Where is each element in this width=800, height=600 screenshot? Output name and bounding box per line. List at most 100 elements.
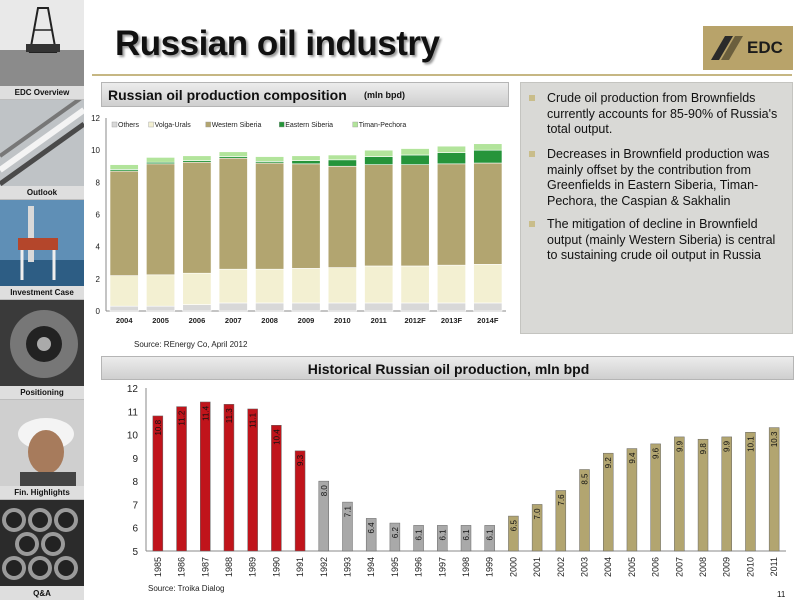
bar-segment-others bbox=[400, 302, 430, 312]
bar bbox=[531, 504, 543, 552]
x-tick-label: 2008 bbox=[698, 557, 708, 577]
sidebar-item-edc-overview[interactable]: EDC Overview bbox=[0, 0, 84, 100]
composition-chart-source: Source: REnergy Co, April 2012 bbox=[134, 340, 248, 349]
data-label: 11.3 bbox=[225, 408, 234, 424]
bar bbox=[721, 436, 732, 552]
x-tick-label: 2008 bbox=[261, 316, 278, 325]
legend-label: Others bbox=[118, 122, 140, 129]
composition-chart-header: Russian oil production composition (mln … bbox=[101, 82, 509, 107]
bar bbox=[437, 525, 448, 552]
bar-segment-timan-pechora bbox=[109, 164, 139, 170]
data-label: 8.0 bbox=[320, 485, 329, 497]
x-tick-label: 1998 bbox=[461, 557, 471, 577]
bar-segment-western-siberia bbox=[255, 162, 285, 270]
y-tick-label: 11 bbox=[128, 407, 139, 418]
historical-chart-header: Historical Russian oil production, mln b… bbox=[101, 356, 794, 380]
sidebar-item-outlook[interactable]: Outlook bbox=[0, 100, 84, 200]
bar-segment-eastern-siberia bbox=[291, 160, 321, 165]
bar-segment-others bbox=[146, 305, 176, 312]
key-point-text: The mitigation of decline in Brownfield … bbox=[547, 217, 776, 262]
x-tick-label: 1999 bbox=[485, 557, 495, 577]
y-tick-label: 8 bbox=[132, 477, 138, 488]
x-tick-label: 1990 bbox=[271, 557, 281, 577]
pipeline-photo bbox=[0, 100, 84, 186]
bar-segment-others bbox=[218, 302, 248, 312]
bar-segment-timan-pechora bbox=[473, 143, 503, 151]
x-tick-label: 2005 bbox=[152, 316, 169, 325]
data-label: 6.1 bbox=[486, 529, 495, 541]
sidebar-nav: EDC Overview Outlook Investment Case bbox=[0, 0, 84, 600]
bar bbox=[768, 427, 780, 552]
bar-segment-others bbox=[473, 302, 503, 312]
key-point-text: Decreases in Brownfield production was m… bbox=[547, 147, 770, 208]
bar-segment-volga-urals bbox=[182, 272, 212, 305]
data-label: 10.1 bbox=[746, 436, 755, 452]
bar-segment-eastern-siberia bbox=[364, 156, 394, 165]
data-label: 9.4 bbox=[628, 452, 637, 464]
x-tick-label: 2006 bbox=[651, 557, 661, 577]
bar-segment-others bbox=[182, 304, 212, 312]
bar bbox=[176, 406, 187, 552]
sidebar-item-label: Outlook bbox=[26, 188, 58, 197]
bar-segment-eastern-siberia bbox=[327, 159, 357, 167]
data-label: 9.9 bbox=[723, 440, 732, 452]
bar bbox=[674, 436, 685, 552]
y-tick-label: 4 bbox=[96, 243, 101, 252]
bar-segment-eastern-siberia bbox=[436, 152, 466, 165]
x-tick-label: 2007 bbox=[674, 557, 684, 577]
y-tick-label: 6 bbox=[132, 524, 138, 535]
bar-segment-volga-urals bbox=[473, 264, 503, 304]
data-label: 9.9 bbox=[675, 440, 684, 452]
bar bbox=[484, 525, 495, 552]
bar-segment-timan-pechora bbox=[327, 154, 357, 161]
data-label: 11.2 bbox=[178, 410, 187, 426]
sidebar-item-positioning[interactable]: Positioning bbox=[0, 300, 84, 400]
data-label: 11.1 bbox=[249, 412, 258, 428]
x-tick-label: 2012F bbox=[404, 316, 426, 325]
y-tick-label: 5 bbox=[132, 547, 138, 558]
data-label: 6.1 bbox=[438, 529, 447, 541]
bar-segment-eastern-siberia bbox=[400, 154, 430, 165]
bar-segment-western-siberia bbox=[146, 163, 176, 276]
x-tick-label: 1987 bbox=[200, 557, 210, 577]
page-number: 11 bbox=[777, 590, 786, 599]
bar bbox=[294, 450, 306, 552]
composition-chart-title: Russian oil production composition bbox=[108, 87, 347, 103]
bar bbox=[413, 525, 424, 552]
x-tick-label: 1996 bbox=[414, 557, 424, 577]
bar-segment-others bbox=[364, 302, 394, 312]
sidebar-item-fin-highlights[interactable]: Fin. Highlights bbox=[0, 400, 84, 500]
data-label: 7.1 bbox=[343, 506, 352, 518]
bar-segment-western-siberia bbox=[218, 157, 248, 270]
bar bbox=[626, 448, 638, 552]
bar-segment-volga-urals bbox=[436, 264, 466, 304]
bar-segment-volga-urals bbox=[109, 275, 139, 307]
drill-bit-photo bbox=[0, 300, 84, 386]
company-logo: EDC bbox=[703, 26, 793, 70]
key-points-panel: Crude oil production from Brownfields cu… bbox=[520, 82, 793, 334]
sidebar-item-label: Q&A bbox=[33, 589, 51, 598]
x-tick-label: 1985 bbox=[153, 557, 163, 577]
x-tick-label: 1994 bbox=[366, 557, 376, 577]
x-tick-label: 2007 bbox=[225, 316, 242, 325]
sidebar-item-qa[interactable]: Q&A bbox=[0, 500, 84, 600]
bar-segment-timan-pechora bbox=[218, 151, 248, 157]
data-label: 7.6 bbox=[557, 494, 566, 506]
legend-swatch bbox=[278, 121, 285, 128]
key-point-2: Decreases in Brownfield production was m… bbox=[529, 147, 787, 209]
bar-segment-timan-pechora bbox=[146, 157, 176, 163]
x-tick-label: 1988 bbox=[224, 557, 234, 577]
bar-segment-western-siberia bbox=[291, 163, 321, 269]
historical-chart-source: Source: Troika Dialog bbox=[148, 584, 225, 593]
data-label: 9.2 bbox=[604, 457, 613, 469]
data-label: 10.3 bbox=[770, 431, 779, 447]
bar-segment-volga-urals bbox=[146, 274, 176, 307]
data-label: 6.4 bbox=[367, 522, 376, 534]
sidebar-item-label: EDC Overview bbox=[14, 88, 70, 97]
x-tick-label: 2013F bbox=[441, 316, 463, 325]
legend-swatch bbox=[352, 121, 358, 128]
sidebar-item-investment-case[interactable]: Investment Case bbox=[0, 200, 84, 300]
legend-swatch bbox=[205, 121, 211, 128]
bar-segment-volga-urals bbox=[364, 265, 394, 304]
offshore-platform-photo bbox=[0, 200, 84, 286]
